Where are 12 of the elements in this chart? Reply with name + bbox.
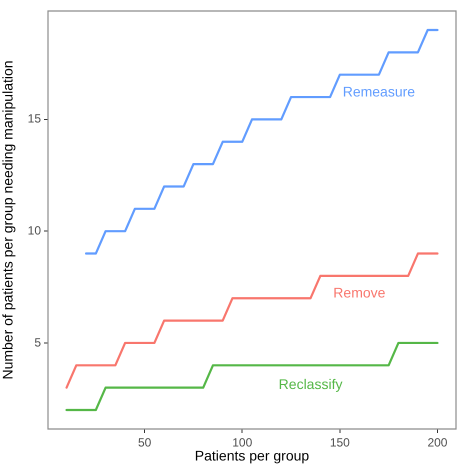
x-axis-title: Patients per group — [194, 447, 310, 464]
series-label: Remove — [333, 284, 386, 301]
y-tick-label: 10 — [28, 223, 42, 238]
x-tick-label: 50 — [138, 436, 152, 450]
y-axis-title: Number of patients per group needing manipulation — [0, 60, 16, 380]
y-tick-label: 15 — [28, 112, 42, 126]
x-tick-label: 100 — [232, 436, 253, 450]
series-label: Remeasure — [342, 84, 416, 100]
series-label: Reclassify — [278, 376, 342, 392]
x-tick-label: 150 — [330, 436, 350, 450]
x-tick-label: 200 — [427, 436, 448, 450]
y-tick-label: 5 — [34, 335, 42, 350]
